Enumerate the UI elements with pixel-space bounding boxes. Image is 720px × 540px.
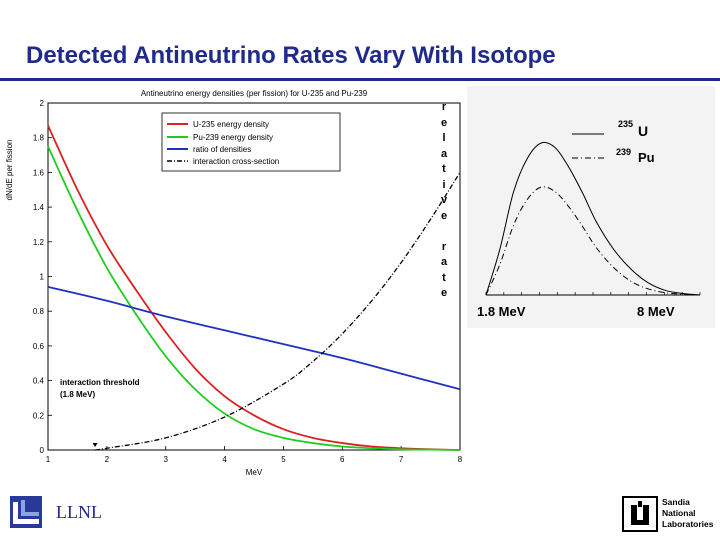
- llnl-label: LLNL: [56, 502, 102, 522]
- threshold-marker: [92, 443, 98, 447]
- legend-label-ratio: ratio of densities: [193, 145, 251, 154]
- y-tick-label: 0: [40, 446, 45, 455]
- y-tick-label: 1.6: [33, 168, 45, 177]
- inset-legend-sup-u235: 235: [618, 119, 633, 129]
- y-tick-label: 0.4: [33, 377, 45, 386]
- x-tick-label: 6: [340, 455, 345, 464]
- y-tick-label: 1: [40, 273, 45, 282]
- y-tick-label: 1.8: [33, 134, 45, 143]
- threshold-annotation-value: (1.8 MeV): [60, 390, 95, 399]
- x-axis: 1 2 3 4 5 6 7 8: [46, 446, 463, 464]
- relative-rate-char: l: [442, 132, 446, 144]
- relative-rate-char: t: [442, 271, 446, 284]
- relative-rate-char: a: [440, 256, 448, 268]
- y-tick-label: 2: [40, 99, 45, 108]
- sandia-line-3: Laboratories: [662, 519, 714, 529]
- x-tick-label: 4: [222, 455, 227, 464]
- legend-box: [161, 112, 341, 172]
- x-tick-label: 7: [399, 455, 404, 464]
- y-tick-label: 1.2: [33, 238, 45, 247]
- inset-background: [467, 86, 715, 328]
- x-axis-label: MeV: [246, 468, 263, 477]
- threshold-annotation: interaction threshold: [60, 378, 140, 387]
- inset-xlabel-left: 1.8 MeV: [477, 304, 526, 319]
- series-group: [47, 125, 461, 451]
- relative-rate-char: r: [441, 101, 447, 113]
- relative-rate-char: v: [440, 194, 448, 206]
- energy-density-chart: Antineutrino energy densities (per fissi…: [0, 84, 468, 480]
- relative-rate-char: e: [440, 116, 448, 129]
- sandia-line-1: Sandia: [662, 497, 690, 507]
- relative-rate-char: [437, 224, 451, 240]
- sandia-logo-icon: [622, 496, 658, 532]
- inset-legend: 235 U 239 Pu: [572, 119, 655, 165]
- inset-legend-sup-pu239: 239: [616, 147, 631, 157]
- inset-series-group: [485, 141, 701, 296]
- sandia-wordmark: Sandia National Laboratories: [662, 497, 714, 530]
- sandia-line-2: National: [662, 508, 696, 518]
- inset-series-line-239pu: [485, 186, 701, 296]
- relative-rate-char: t: [442, 163, 446, 175]
- x-tick-label: 5: [281, 455, 286, 464]
- title-underline: [0, 78, 720, 81]
- y-axis: 0 0.2 0.4 0.6 0.8 1 1.2 1.4 1.6 1.8 2: [33, 99, 52, 455]
- relative-rate-char: i: [442, 178, 446, 191]
- inset-legend-label-u235: U: [638, 123, 648, 139]
- y-tick-label: 1.4: [33, 203, 45, 212]
- legend-label-u235: U-235 energy density: [193, 120, 269, 129]
- series-line-pu-239-energy-density: [47, 145, 461, 451]
- legend-label-cross-section: interaction cross-section: [193, 157, 279, 166]
- y-axis-label: dN/dE per fission: [5, 140, 14, 201]
- series-line-ratio-of-densities: [47, 286, 461, 391]
- inset-legend-label-pu239: Pu: [638, 150, 655, 165]
- inset-xlabel-right: 8 MeV: [637, 304, 675, 319]
- series-line-interaction-cross-section: [94, 172, 461, 451]
- x-tick-label: 8: [458, 455, 463, 464]
- inset-series-line-235u: [485, 141, 701, 296]
- y-tick-label: 0.2: [33, 411, 45, 420]
- series-line-u-235-energy-density: [47, 125, 461, 451]
- x-tick-label: 1: [46, 455, 51, 464]
- y-tick-label: 0.6: [33, 342, 45, 351]
- x-tick-label: 3: [163, 455, 168, 464]
- relative-rate-char: r: [441, 240, 447, 253]
- x-tick-label: 2: [105, 455, 110, 464]
- relative-rate-char: a: [440, 147, 448, 160]
- slide-title: Detected Antineutrino Rates Vary With Is…: [26, 42, 556, 69]
- relative-rate-char: e: [440, 287, 448, 299]
- llnl-logo-icon: [10, 496, 42, 528]
- y-tick-label: 0.8: [33, 307, 45, 316]
- legend-label-pu239: Pu-239 energy density: [193, 133, 273, 142]
- inset-tick-marks: [485, 292, 701, 295]
- legend: U-235 energy density Pu-239 energy densi…: [161, 112, 341, 172]
- relative-rate-chart: 235 U 239 Pu 1.8 MeV 8 MeV: [467, 86, 715, 328]
- chart-title: Antineutrino energy densities (per fissi…: [141, 89, 368, 98]
- relative-rate-char: e: [440, 209, 448, 222]
